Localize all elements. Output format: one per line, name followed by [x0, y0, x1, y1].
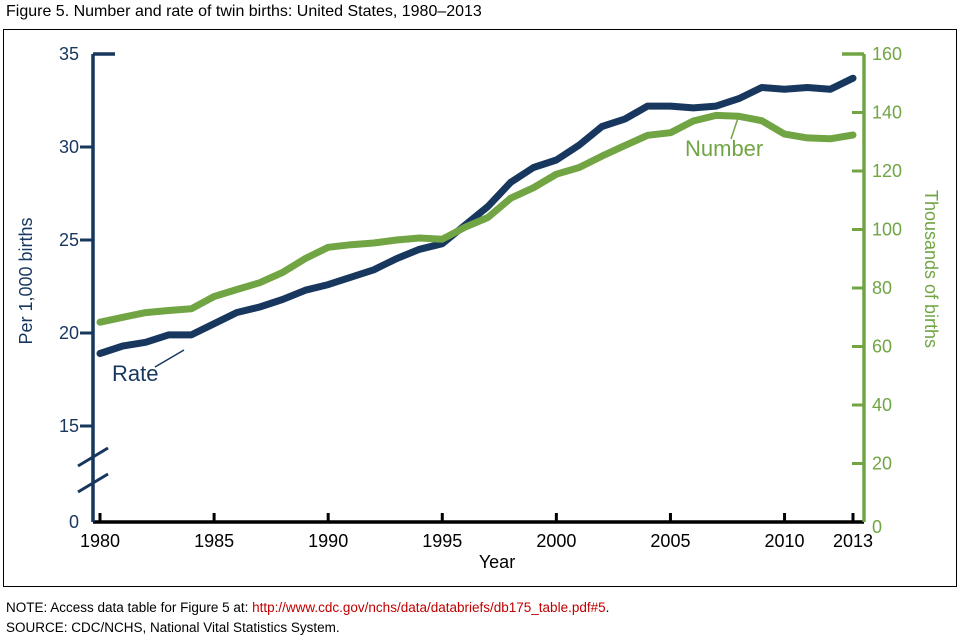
right-axis-tick-label: 20: [872, 454, 892, 474]
left-axis-tick-label: 30: [59, 137, 79, 157]
left-axis-break-slash: [77, 446, 109, 468]
x-axis-tick-label: 2005: [650, 531, 690, 551]
note-link[interactable]: http://www.cdc.gov/nchs/data/databriefs/…: [252, 600, 606, 615]
left-axis-title: Per 1,000 births: [16, 217, 36, 344]
right-axis-tick-label: 120: [872, 161, 902, 181]
x-axis-tick-label: 1980: [80, 531, 120, 551]
right-axis-tick-label: 100: [872, 220, 902, 240]
x-axis-title: Year: [479, 552, 515, 572]
figure-source: SOURCE: CDC/NCHS, National Vital Statist…: [6, 620, 340, 635]
figure-note: NOTE: Access data table for Figure 5 at:…: [6, 600, 609, 615]
x-axis-tick-label: 1995: [422, 531, 462, 551]
right-axis-tick-label: 40: [872, 395, 892, 415]
note-prefix: NOTE: Access data table for Figure 5 at:: [6, 600, 253, 615]
right-axis-title: Thousands of births: [921, 190, 941, 348]
rate-series-label: Rate: [112, 361, 158, 386]
figure-title: Figure 5. Number and rate of twin births…: [6, 3, 482, 20]
right-axis-tick-label: 80: [872, 278, 892, 298]
left-axis-break-slash: [77, 472, 109, 494]
rate-line: [96, 74, 857, 357]
left-axis-tick-label: 20: [59, 323, 79, 343]
note-suffix: .: [605, 600, 610, 615]
right-axis-tick-label: 160: [872, 44, 902, 64]
left-axis-tick-label: 0: [69, 512, 79, 532]
left-axis-tick-label: 25: [59, 230, 79, 250]
number-label-leader: [730, 117, 739, 140]
x-axis-tick-label: 1990: [308, 531, 348, 551]
right-axis-tick-label: 140: [872, 103, 902, 123]
x-axis-tick-label: 2010: [765, 531, 805, 551]
number-series-label: Number: [685, 136, 763, 161]
right-axis-tick-label: 0: [872, 517, 882, 537]
x-axis-tick-label: 2013: [833, 531, 873, 551]
x-axis-tick-label: 1985: [194, 531, 234, 551]
left-axis-tick-label: 35: [59, 44, 79, 64]
number-line: [96, 111, 857, 326]
rate-label-leader: [154, 349, 185, 368]
left-axis-tick-label: 15: [59, 416, 79, 436]
x-axis-tick-label: 2000: [536, 531, 576, 551]
right-axis-tick-label: 60: [872, 337, 892, 357]
